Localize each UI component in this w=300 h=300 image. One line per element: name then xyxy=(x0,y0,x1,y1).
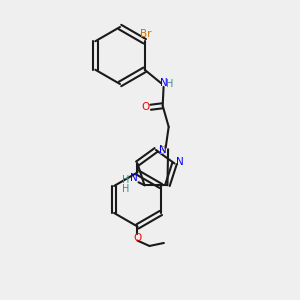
Text: N: N xyxy=(176,157,184,167)
Text: O: O xyxy=(141,102,149,112)
Text: N: N xyxy=(130,173,138,183)
Text: Br: Br xyxy=(140,29,152,39)
Text: H: H xyxy=(122,175,129,185)
Text: N: N xyxy=(159,145,167,155)
Text: H: H xyxy=(122,184,129,194)
Text: O: O xyxy=(133,233,142,244)
Text: H: H xyxy=(166,80,173,89)
Text: N: N xyxy=(160,78,167,88)
Text: S: S xyxy=(159,146,165,156)
